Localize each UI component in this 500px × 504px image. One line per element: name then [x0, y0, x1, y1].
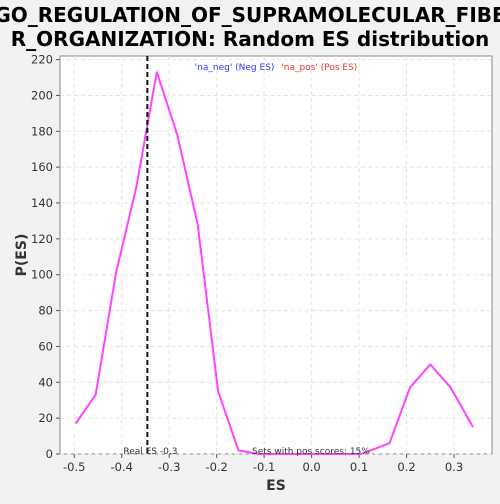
y-tick-label: 20 — [38, 411, 53, 425]
legend-entry-neg: 'na_neg' (Neg ES) — [195, 63, 275, 73]
x-tick-label: 0.1 — [350, 460, 368, 474]
pos-scores-annotation: Sets with pos scores: 15% — [252, 447, 370, 457]
x-tick-label: -0.1 — [253, 460, 275, 474]
real-es-marker-layer: Real ES -0.3 — [123, 56, 177, 457]
y-tick-label: 60 — [38, 339, 53, 353]
chart-title-line-1: GO_REGULATION_OF_SUPRAMOLECULAR_FIBE — [0, 3, 500, 27]
y-tick-label: 0 — [46, 447, 53, 461]
real-es-label: Real ES -0.3 — [123, 447, 177, 457]
x-axis-title: ES — [266, 478, 286, 494]
x-tick-label: -0.5 — [63, 460, 85, 474]
y-tick-label: 200 — [31, 88, 53, 102]
plot-background — [59, 55, 493, 455]
chart-title-line-2: R_ORGANIZATION: Random ES distribution — [11, 27, 489, 51]
y-tick-label: 140 — [31, 196, 53, 210]
y-tick-label: 80 — [38, 304, 53, 318]
y-tick-label: 120 — [31, 232, 53, 246]
legend-entry-pos: 'na_pos' (Pos ES) — [281, 63, 357, 73]
x-tick-label: 0.3 — [445, 460, 463, 474]
y-axis-title: P(ES) — [14, 234, 30, 277]
y-tick-label: 180 — [31, 124, 53, 138]
y-tick-label: 160 — [31, 160, 53, 174]
x-tick-label: 0.0 — [302, 460, 320, 474]
series-layer — [74, 71, 474, 455]
axis-ticks: -0.5 -0.4 -0.3 -0.2 -0.1 0.0 0.1 0.2 0.3 0 20 40 60 8… — [31, 53, 463, 474]
x-tick-label: -0.3 — [158, 460, 180, 474]
series-line — [74, 71, 474, 455]
y-tick-label: 100 — [31, 268, 53, 282]
y-tick-label: 220 — [31, 53, 53, 67]
legend: 'na_neg' (Neg ES) 'na_pos' (Pos ES) — [195, 63, 358, 73]
x-tick-label: -0.2 — [205, 460, 227, 474]
x-tick-label: -0.4 — [110, 460, 132, 474]
y-tick-label: 40 — [38, 375, 53, 389]
x-tick-label: 0.2 — [397, 460, 415, 474]
